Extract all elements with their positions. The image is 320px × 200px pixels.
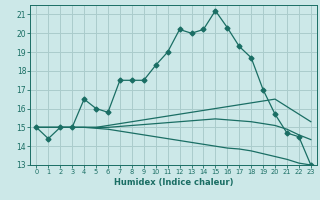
- X-axis label: Humidex (Indice chaleur): Humidex (Indice chaleur): [114, 178, 233, 187]
